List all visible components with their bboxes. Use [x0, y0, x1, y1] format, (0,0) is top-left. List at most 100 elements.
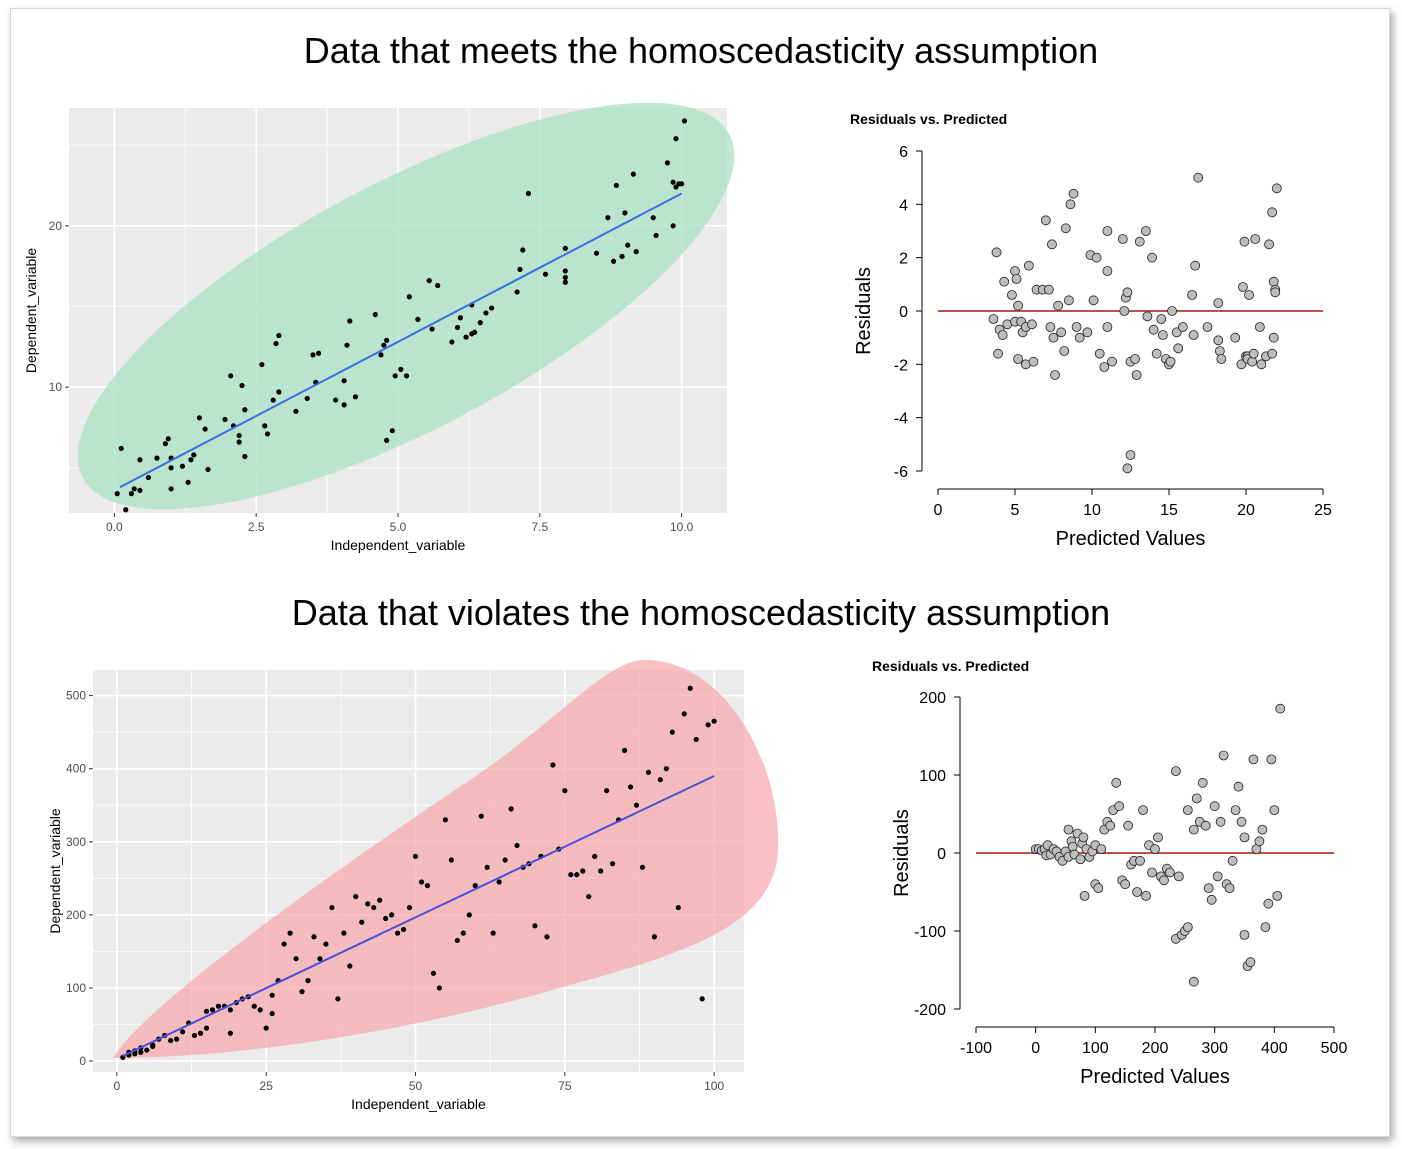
residuals-bottom-point	[1120, 879, 1131, 890]
scatter-top-point	[128, 491, 134, 497]
scatter-top-point	[222, 416, 228, 423]
scatter-top-point	[137, 487, 143, 494]
residuals-bottom-point	[1200, 820, 1211, 831]
scatter-bottom-point	[478, 813, 484, 819]
residuals-top-point	[1125, 450, 1136, 460]
residuals-top-point	[999, 276, 1010, 287]
scatter-top-point	[168, 465, 174, 471]
residuals-top-point	[1167, 306, 1177, 316]
scatter-top-point	[191, 452, 197, 458]
scatter-bottom-point	[484, 864, 490, 870]
scatter-top-point	[520, 247, 526, 253]
scatter-bottom-chart: 0 25 50 75 100 0 100 200 300 400 500 Independent_va…	[47, 659, 779, 1112]
scatter-bottom-point	[466, 912, 472, 918]
residuals-top-point	[1254, 322, 1265, 332]
residuals-top-point	[1147, 252, 1157, 263]
residuals-top-point	[1271, 183, 1282, 194]
residuals-bottom-x-tick-label: 500	[1321, 1040, 1348, 1057]
residuals-bottom-x-tick-label: 200	[1142, 1040, 1169, 1057]
scatter-top-point	[679, 181, 685, 187]
scatter-bottom-point	[639, 864, 646, 870]
scatter-top-point	[162, 441, 169, 447]
scatter-top-point	[435, 282, 441, 289]
residuals-top-point	[1122, 287, 1133, 298]
residuals-bottom-point	[1147, 867, 1157, 878]
residuals-top-point	[997, 330, 1008, 340]
scatter-top-y-tick-label: 10	[49, 380, 63, 394]
scatter-top-point	[242, 407, 248, 413]
scatter-bottom-x-tick-label: 100	[704, 1079, 724, 1093]
residuals-bottom-point	[1170, 766, 1181, 776]
residuals-top-point	[1122, 463, 1133, 474]
scatter-bottom-point	[705, 722, 711, 728]
residuals-bottom-point	[1206, 894, 1217, 905]
scatter-top-point	[406, 294, 412, 300]
scatter-bottom-point	[711, 718, 717, 724]
scatter-bottom-point	[209, 1007, 216, 1013]
scatter-top-point	[463, 334, 469, 340]
scatter-bottom-point	[287, 930, 293, 936]
residuals-top-point	[1102, 322, 1113, 332]
scatter-bottom-point	[377, 897, 383, 903]
residuals-bottom-point	[1159, 875, 1169, 886]
scatter-top-fit-line	[119, 192, 683, 489]
scatter-top-point	[381, 342, 387, 348]
scatter-bottom-point	[430, 970, 437, 976]
residuals-top-point	[1068, 188, 1079, 199]
scatter-top-point	[276, 332, 282, 339]
scatter-top-point	[449, 339, 455, 345]
scatter-top-point	[517, 266, 523, 272]
residuals-top-x-tick-label: 20	[1237, 502, 1255, 519]
scatter-bottom-fit-line	[122, 775, 715, 1057]
scatter-bottom-point	[681, 711, 687, 717]
scatter-top-point	[415, 316, 421, 322]
scatter-bottom-y-tick-label: 200	[66, 908, 86, 922]
scatter-top-point	[185, 479, 191, 485]
scatter-bottom-point	[448, 857, 454, 863]
scatter-top-point	[670, 179, 676, 185]
scatter-bottom-point	[353, 893, 359, 900]
scatter-top-point	[352, 394, 359, 400]
scatter-bottom-point	[168, 1037, 174, 1044]
scatter-top-point	[344, 342, 350, 348]
residuals-bottom-y-tick-label: 200	[919, 690, 946, 707]
scatter-top-y-axis-label: Dependent_variable	[23, 248, 39, 374]
scatter-top-point	[514, 289, 520, 295]
scatter-top-x-tick-label: 10.0	[670, 520, 694, 534]
scatter-bottom-point	[699, 996, 705, 1002]
scatter-top-point	[389, 428, 395, 434]
scatter-bottom-y-tick-label: 100	[66, 981, 86, 995]
scatter-top-point	[118, 445, 124, 452]
scatter-bottom-point	[263, 1025, 269, 1031]
scatter-top-point	[168, 486, 174, 492]
scatter-bottom-point	[311, 934, 317, 940]
residuals-bottom-x-tick-label: 100	[1082, 1040, 1109, 1057]
scatter-top-point	[264, 431, 271, 437]
scatter-top-point	[137, 457, 143, 463]
scatter-top-point	[114, 491, 120, 497]
residuals-top-point	[1238, 282, 1248, 292]
residuals-top-point	[1236, 359, 1247, 370]
residuals-top-point	[1213, 335, 1224, 346]
residuals-bottom-point	[1272, 891, 1283, 901]
residuals-top-point	[1065, 199, 1076, 210]
residuals-bottom-point	[1063, 824, 1074, 835]
residuals-bottom-point	[1257, 824, 1268, 835]
residuals-bottom-point	[1123, 820, 1134, 831]
scatter-top-point	[179, 463, 186, 469]
scatter-bottom-point	[317, 956, 323, 962]
scatter-top-point	[333, 397, 339, 403]
residuals-top-point	[1064, 295, 1074, 306]
scatter-top-x-tick-label: 0.0	[106, 520, 123, 534]
residuals-bottom-point	[1141, 891, 1151, 901]
scatter-bottom-point	[496, 879, 502, 885]
scatter-bottom-point	[580, 868, 586, 874]
residuals-bottom-x-tick-label: -100	[960, 1040, 992, 1057]
residuals-top-point	[1165, 356, 1176, 367]
scatter-bottom-point	[203, 1008, 210, 1014]
residuals-bottom-point	[1212, 871, 1223, 882]
scatter-top-point	[664, 160, 671, 166]
residuals-top-point	[1028, 356, 1039, 367]
residuals-bottom-point	[1254, 836, 1265, 847]
scatter-top-point	[619, 253, 625, 260]
